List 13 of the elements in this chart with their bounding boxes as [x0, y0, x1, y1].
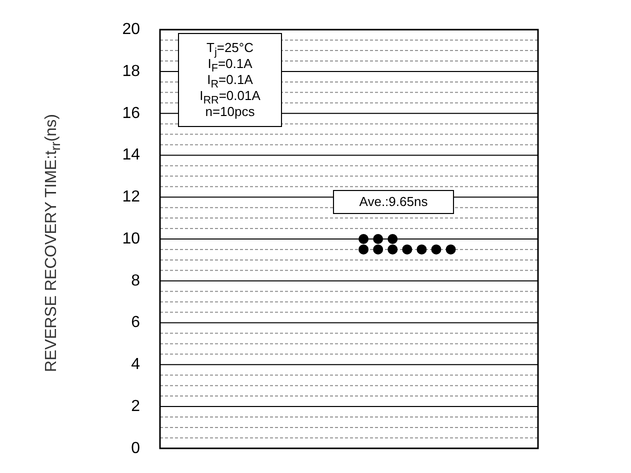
y-tick-label: 20 [122, 21, 140, 38]
y-tick-label: 16 [122, 104, 140, 122]
y-tick-label: 6 [131, 314, 140, 332]
y-tick-label: 8 [131, 272, 140, 290]
y-tick-label: 12 [122, 188, 140, 206]
y-tick-label: 4 [131, 356, 140, 374]
y-tick-label: 2 [131, 398, 140, 415]
y-tick-label: 18 [122, 62, 140, 80]
y-tick-label: 10 [122, 230, 140, 248]
text-box: Ave.:9.65ns [333, 190, 454, 214]
text-box: T$_{j}$=25°C I$_{F}$=0.1A I$_{R}$=0.1A I$_{RR}$=0.01A n=10pcs [178, 33, 282, 127]
y-tick-label: 14 [122, 146, 140, 164]
y-tick-label: 0 [131, 440, 140, 457]
